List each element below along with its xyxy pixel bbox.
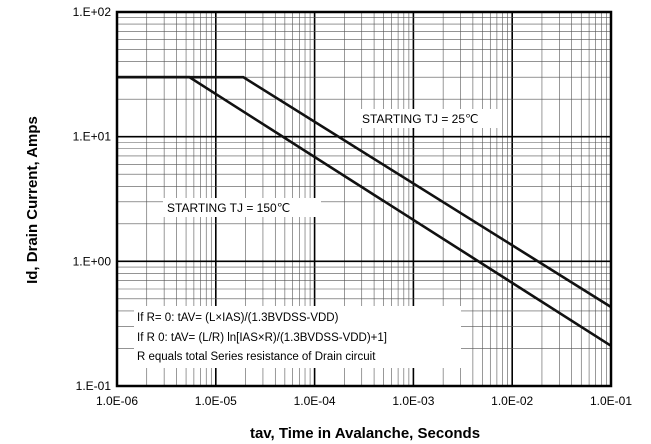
x-tick-label: 1.0E-03 (392, 394, 434, 408)
annotation-25c-background (358, 109, 500, 128)
x-tick-label: 1.0E-06 (96, 394, 138, 408)
x-tick-label: 1.0E-02 (491, 394, 533, 408)
y-tick-label: 1.E+02 (73, 5, 112, 19)
annotation-25c: STARTING TJ = 25℃ (362, 112, 479, 126)
x-axis-label: tav, Time in Avalanche, Seconds (250, 425, 480, 442)
annotation-150c: STARTING TJ = 150℃ (167, 201, 290, 215)
y-tick-label: 1.E+00 (73, 254, 112, 268)
note-line-1: If R= 0: tAV= (L×IAS)/(1.3BVDSS-VDD) (137, 312, 339, 324)
series-lines (117, 75, 612, 347)
x-tick-label: 1.0E-05 (195, 394, 237, 408)
note-line-2: If R 0: tAV= (L/R) ln[IAS×R)/(1.3BVDSS-V… (137, 332, 387, 344)
note-line-3: R equals total Series resistance of Drai… (137, 351, 376, 363)
y-tick-label: 1.E+01 (73, 130, 112, 144)
y-axis-label: Id, Drain Current, Amps (24, 116, 41, 284)
notes-background (134, 306, 461, 368)
x-tick-labels: 1.0E-06 1.0E-05 1.0E-04 1.0E-03 1.0E-02 1.0E-… (96, 394, 632, 408)
plot-frame (115, 10, 613, 388)
x-tick-label: 1.0E-04 (294, 394, 336, 408)
y-tick-label: 1.E-01 (76, 379, 112, 393)
x-tick-label: 1.0E-01 (590, 394, 632, 408)
annotation-150c-background (163, 198, 321, 217)
series-line-2 (117, 75, 612, 347)
y-tick-labels: 1.E-01 1.E+00 1.E+01 1.E+02 (73, 5, 112, 393)
